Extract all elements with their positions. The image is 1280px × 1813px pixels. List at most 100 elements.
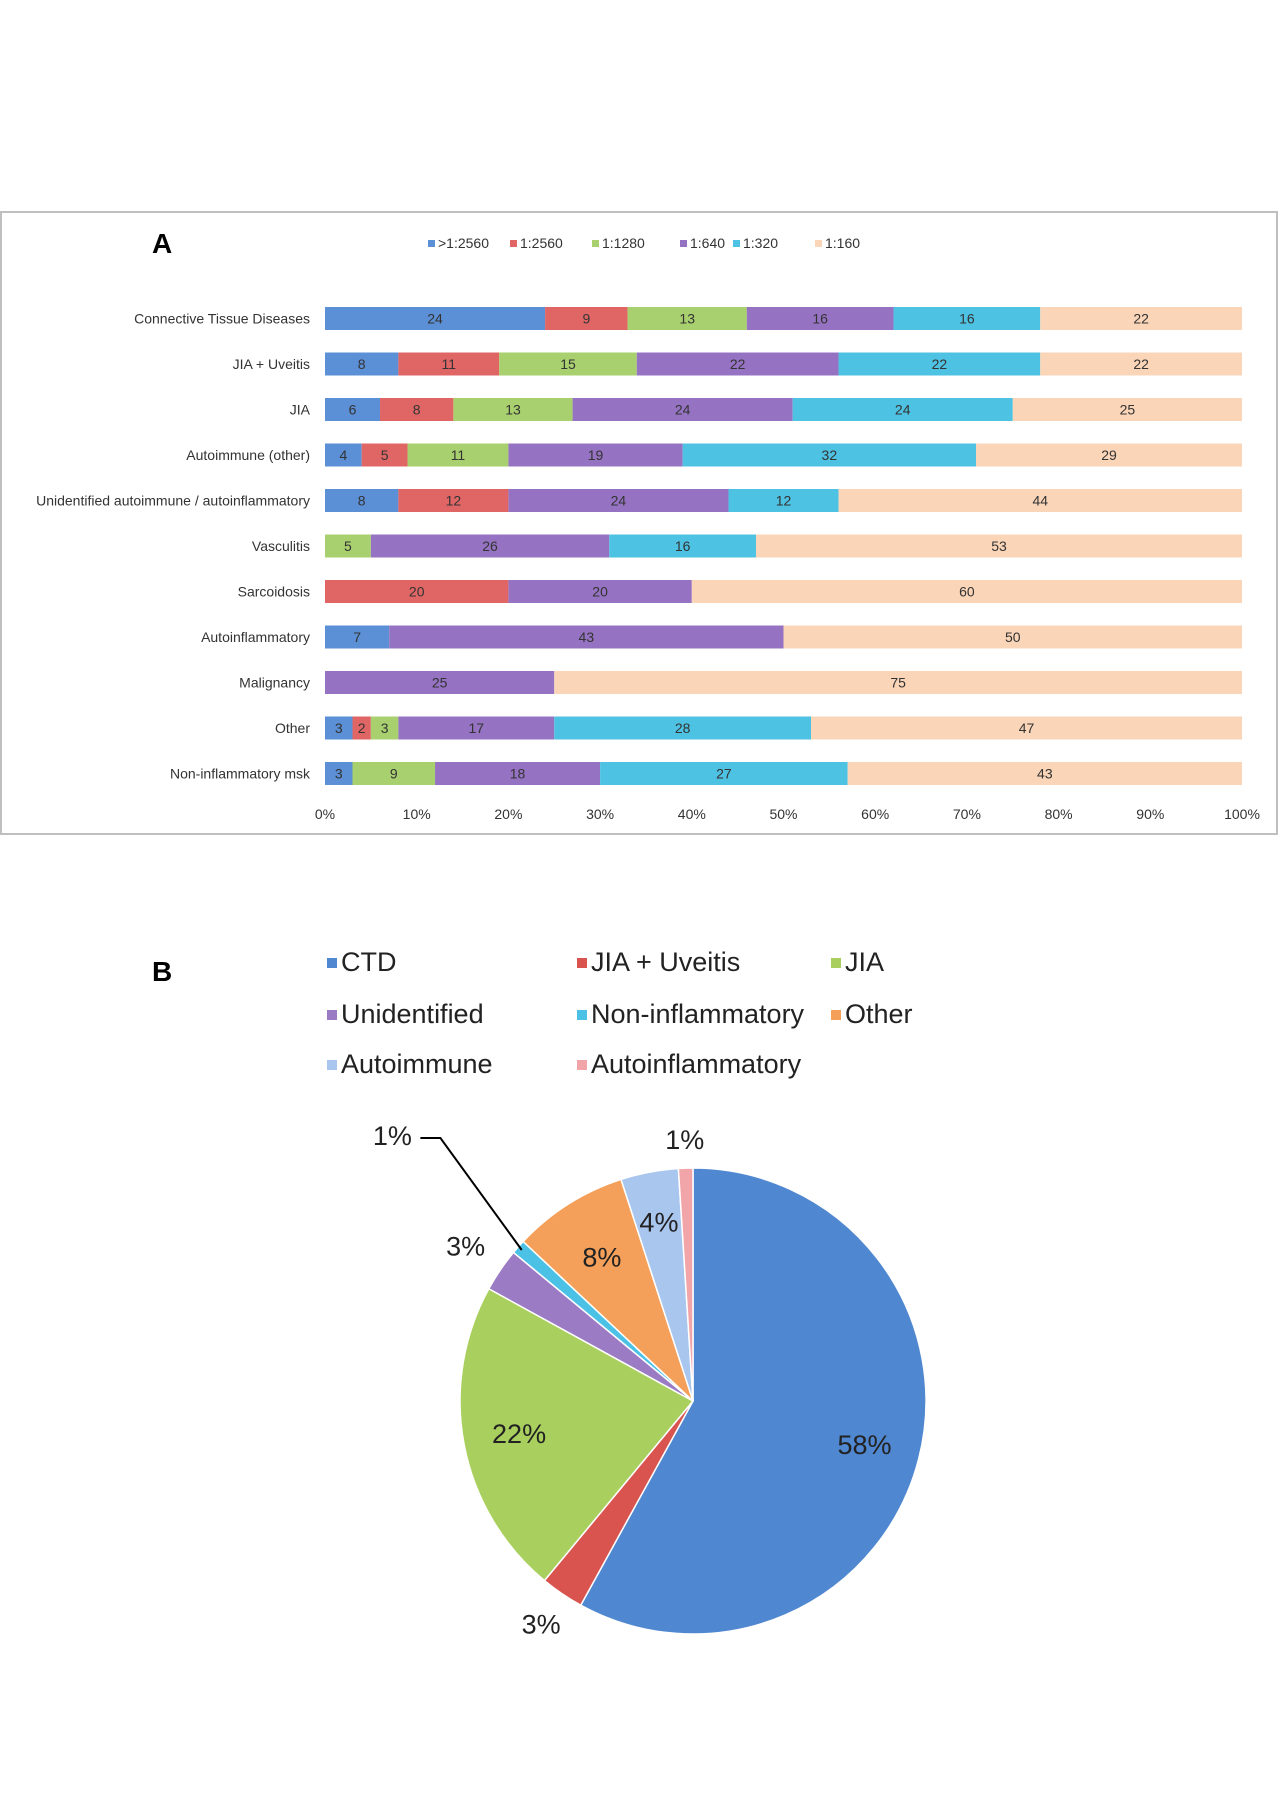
- pie-data-label: 3%: [522, 1610, 561, 1640]
- legend-b-swatch: [831, 1010, 841, 1020]
- category-label: Malignancy: [239, 675, 310, 691]
- legend-b-swatch: [831, 958, 841, 968]
- chart-a-bars: 24 9 13 16 16 228 11 15 22 22 226 8 13 24 24 254 5 11 19 32…: [325, 307, 1242, 785]
- pie-data-label: 1%: [665, 1125, 704, 1155]
- bar-value-label: 6: [349, 402, 357, 418]
- category-label: Other: [275, 720, 310, 736]
- legend-a-label: 1:2560: [520, 235, 563, 251]
- bar-value-label: 22: [730, 356, 746, 372]
- pie-slice: [677, 1167, 694, 1402]
- x-tick-label: 70%: [953, 806, 981, 822]
- bar-value-label: 4: [339, 447, 347, 463]
- bar-value-label: 12: [776, 493, 792, 509]
- bar-value-label: 25: [432, 675, 448, 691]
- bar-value-label: 22: [1133, 311, 1149, 327]
- bar-value-label: 25: [1120, 402, 1136, 418]
- bar-value-label: 32: [822, 447, 838, 463]
- bar-value-label: 3: [381, 720, 389, 736]
- legend-b-label: Autoinflammatory: [591, 1049, 802, 1079]
- bar-value-label: 50: [1005, 629, 1021, 645]
- panel-b-label: B: [152, 956, 172, 987]
- bar-value-label: 8: [358, 493, 366, 509]
- bar-value-label: 12: [446, 493, 462, 509]
- x-tick-label: 20%: [494, 806, 522, 822]
- pie-slice: [522, 1178, 694, 1402]
- legend-a-label: >1:2560: [438, 235, 489, 251]
- bar-segment: [499, 352, 637, 376]
- bar-value-label: 16: [812, 311, 828, 327]
- legend-b-label: JIA + Uveitis: [591, 947, 740, 977]
- bar-segment: [398, 352, 500, 376]
- x-tick-label: 60%: [861, 806, 889, 822]
- bar-value-label: 28: [675, 720, 691, 736]
- bar-segment: [361, 443, 408, 467]
- legend-b-swatch: [327, 958, 337, 968]
- stacked-bar-chart: A >1:2560 1:2560 1:1280 1:640 1:320 1:160 Con…: [0, 211, 1278, 835]
- bar-value-label: 11: [442, 356, 457, 372]
- pie-data-label: 1%: [373, 1121, 412, 1151]
- bar-segment: [847, 762, 1242, 785]
- pie-data-label: 58%: [837, 1430, 891, 1460]
- bar-segment: [352, 762, 436, 785]
- bar-value-label: 8: [358, 356, 366, 372]
- bar-value-label: 2: [358, 720, 366, 736]
- legend-a-swatch: [428, 240, 435, 247]
- bar-segment: [508, 580, 692, 603]
- bar-segment: [976, 443, 1242, 467]
- pie-data-label: 4%: [639, 1207, 678, 1237]
- x-tick-label: 80%: [1045, 806, 1073, 822]
- bar-segment: [508, 443, 683, 467]
- bar-segment: [554, 716, 812, 740]
- category-label: JIA + Uveitis: [233, 356, 310, 372]
- bar-segment: [325, 625, 390, 649]
- bar-segment: [572, 398, 793, 421]
- bar-segment: [728, 489, 839, 512]
- pie-data-label: 22%: [492, 1419, 546, 1449]
- bar-value-label: 5: [381, 447, 389, 463]
- bar-value-label: 9: [582, 311, 590, 327]
- bar-segment: [554, 671, 1242, 694]
- legend-b-swatch: [327, 1060, 337, 1070]
- bar-value-label: 13: [505, 402, 521, 418]
- bar-value-label: 43: [579, 629, 595, 645]
- legend-b-label: Unidentified: [341, 999, 484, 1029]
- bar-segment: [636, 352, 839, 376]
- pie-leader-line: [420, 1136, 523, 1251]
- bar-value-label: 16: [675, 538, 691, 554]
- legend-b-label: Non-inflammatory: [591, 999, 805, 1029]
- bar-segment: [407, 443, 509, 467]
- legend-b-swatch: [577, 1010, 587, 1020]
- bar-segment: [435, 762, 601, 785]
- legend-b-swatch: [577, 958, 587, 968]
- category-label: Sarcoidosis: [238, 584, 310, 600]
- bar-segment: [600, 762, 848, 785]
- bar-segment: [838, 489, 1242, 512]
- bar-segment: [370, 716, 399, 740]
- bar-segment: [691, 580, 1242, 603]
- bar-value-label: 17: [469, 720, 485, 736]
- chart-a-legend: >1:2560 1:2560 1:1280 1:640 1:320 1:160: [428, 235, 860, 251]
- bar-value-label: 9: [390, 766, 398, 782]
- bar-value-label: 19: [588, 447, 604, 463]
- chart-b-legend: CTD JIA + Uveitis JIA Unidentified Non-infla…: [327, 947, 913, 1079]
- bar-value-label: 13: [679, 311, 695, 327]
- category-label: Autoimmune (other): [186, 447, 310, 463]
- category-label: Non-inflammatory msk: [170, 766, 311, 782]
- bar-segment: [792, 398, 1013, 421]
- bar-segment: [325, 762, 353, 785]
- bar-value-label: 24: [675, 402, 691, 418]
- bar-segment: [609, 534, 756, 558]
- x-tick-label: 10%: [403, 806, 431, 822]
- bar-segment: [325, 716, 353, 740]
- bar-value-label: 3: [335, 720, 343, 736]
- chart-a-category-axis: Connective Tissue Diseases JIA + Uveitis J…: [36, 311, 311, 782]
- bar-value-label: 20: [592, 584, 608, 600]
- legend-a-swatch: [680, 240, 687, 247]
- bar-value-label: 75: [890, 675, 906, 691]
- x-tick-label: 100%: [1224, 806, 1260, 822]
- category-label: Connective Tissue Diseases: [134, 311, 310, 327]
- bar-value-label: 5: [344, 538, 352, 554]
- x-tick-label: 50%: [769, 806, 797, 822]
- bar-value-label: 22: [932, 356, 948, 372]
- bar-segment: [682, 443, 977, 467]
